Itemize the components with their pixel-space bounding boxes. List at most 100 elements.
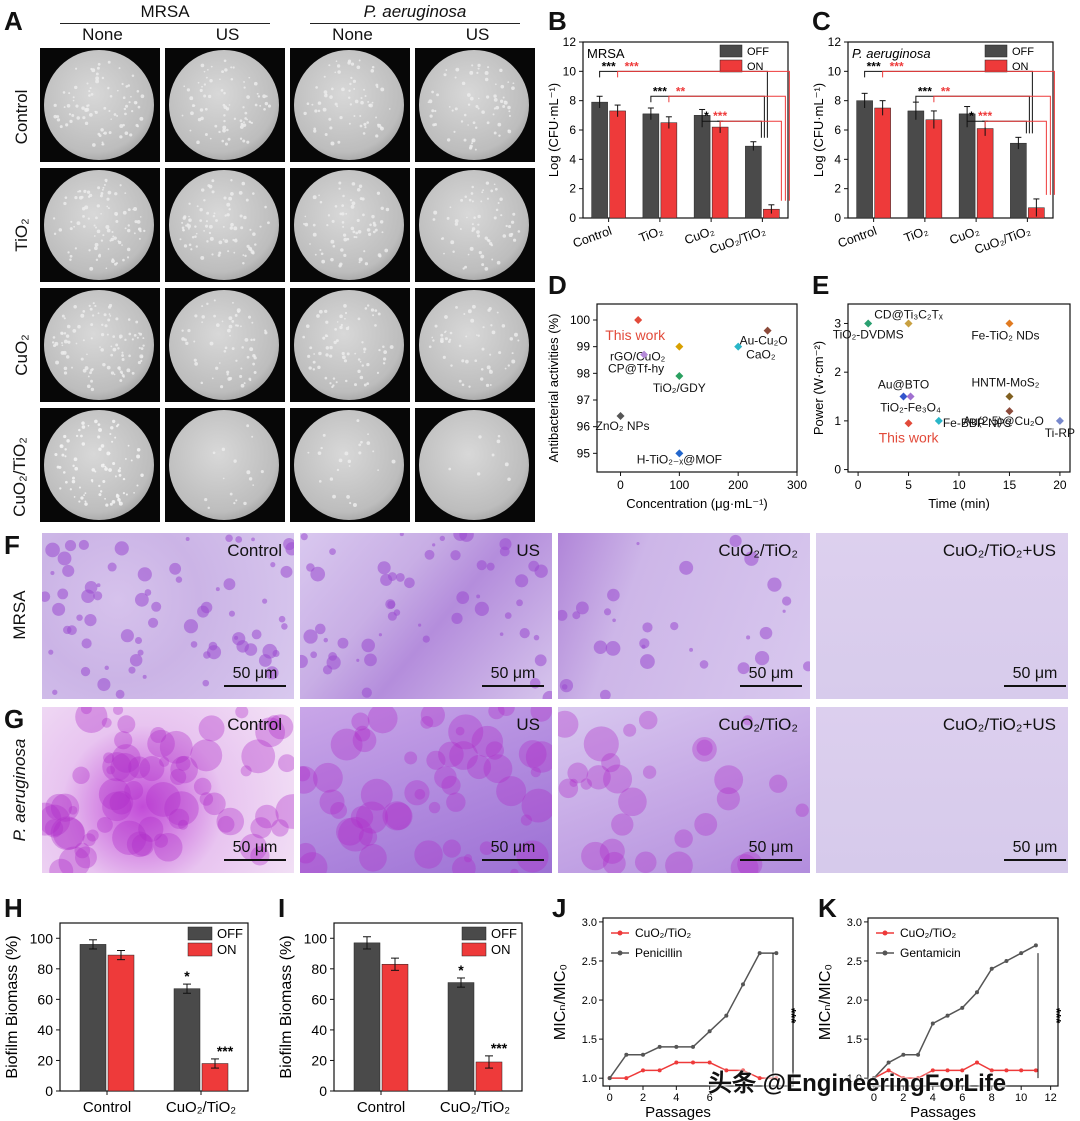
- significance-bracket-on: [984, 120, 1047, 195]
- significance-stars-on: ***: [978, 109, 992, 123]
- point-label: HNTM-MoS₂: [971, 376, 1039, 390]
- scatter-point: [616, 412, 625, 420]
- legend-label: OFF: [217, 926, 243, 941]
- series-point: [945, 1068, 950, 1073]
- x-axis-label: Concentration (μg·mL⁻¹): [626, 496, 768, 511]
- scale-bar: 50 μm: [990, 665, 1068, 687]
- micrograph-tile: CuO₂/TiO₂ 50 μm: [558, 533, 810, 699]
- scale-bar-line: [482, 685, 544, 687]
- legend-label: ON: [491, 942, 511, 957]
- micrograph-label: US: [516, 541, 540, 560]
- micrograph-label: CuO₂/TiO₂+US: [942, 541, 1056, 560]
- legend-swatch: [984, 44, 1008, 58]
- series-point: [641, 1052, 645, 1057]
- scale-bar: 50 μm: [990, 839, 1068, 861]
- series-point: [901, 1076, 906, 1081]
- significance-stars: ***: [491, 1040, 508, 1056]
- x-tick-label: 200: [728, 478, 748, 492]
- scale-bar-label: 50 μm: [1012, 665, 1058, 682]
- agar-plate-tile: [290, 288, 410, 402]
- series-point: [945, 1013, 950, 1018]
- x-tick-label: 5: [905, 478, 912, 492]
- micrograph-label: Control: [227, 541, 282, 560]
- panel-label-g: G: [4, 704, 25, 734]
- bar-off: [856, 100, 873, 219]
- significance-stars-on: **: [941, 84, 951, 98]
- y-tick-label: 60: [37, 991, 53, 1007]
- bar-on: [660, 122, 678, 219]
- legend-swatch: [719, 59, 743, 73]
- point-label: CD@Ti₃C₂Tₓ: [874, 307, 943, 321]
- point-label: ZnO₂ NPs: [596, 419, 650, 433]
- x-tick-label: Control: [836, 224, 879, 251]
- scatter-point: [675, 342, 684, 351]
- significance-bracket-on: [617, 70, 790, 201]
- colony-dots: [204, 424, 264, 510]
- significance-stars-on: ***: [890, 59, 904, 73]
- significance-bracket-on: [668, 95, 786, 201]
- x-tick-label: Control: [357, 1099, 405, 1116]
- bar-on: [381, 963, 409, 1092]
- agar-plate-tile: [165, 48, 285, 162]
- series-point: [886, 1068, 891, 1073]
- series-point: [974, 990, 979, 995]
- x-tick-label: CuO₂/TiO₂: [708, 224, 768, 257]
- significance-stars-on: **: [676, 84, 686, 98]
- row-label-f-mrsa: MRSA: [10, 590, 29, 640]
- series-point: [989, 966, 994, 971]
- panel-label-j: J: [552, 893, 567, 923]
- row-label-cuo2: CuO₂: [12, 334, 31, 376]
- legend-marker: [882, 930, 888, 936]
- series-point: [930, 1068, 935, 1073]
- bar-chart-b: 0 2 4 6 8 10 12 Log (CFU·mL⁻¹) MRSA Control TiO₂ Cu…: [546, 35, 790, 257]
- legend-marker: [617, 950, 623, 956]
- x-tick-label: 0: [617, 478, 624, 492]
- agar-plate-tile: [415, 288, 535, 402]
- x-tick-label: 0: [871, 1092, 877, 1104]
- scale-bar-label: 50 μm: [232, 839, 278, 856]
- group-underline-mrsa: [60, 23, 270, 24]
- scale-bar-line: [224, 685, 286, 687]
- y-tick-label: 1: [834, 414, 841, 428]
- significance-bracket-off: [701, 120, 762, 138]
- micrograph-tile: US 50 μm: [300, 707, 552, 873]
- point-label: This work: [879, 429, 940, 445]
- x-tick-label: TiO₂: [902, 224, 930, 246]
- series-point: [724, 1013, 729, 1018]
- legend-swatch: [719, 44, 743, 58]
- inset-title: MRSA: [587, 46, 625, 61]
- plot-frame: [333, 922, 523, 1092]
- bar-off: [693, 115, 711, 219]
- series-line: [873, 1061, 1036, 1079]
- y-tick-label: 3: [834, 316, 841, 330]
- scatter-point: [1005, 407, 1014, 416]
- series-point: [916, 1052, 921, 1057]
- y-tick-label: 95: [577, 446, 591, 460]
- col-header-none-1: None: [82, 25, 123, 44]
- y-axis-label: Log (CFU·mL⁻¹): [811, 83, 826, 177]
- series-point: [624, 1076, 629, 1081]
- y-tick-label: 96: [577, 420, 591, 434]
- biofilm-texture: [558, 534, 810, 699]
- colony-dots: [427, 63, 515, 151]
- y-axis-label: Antibacterial activities (%): [546, 314, 561, 463]
- scatter-point: [763, 326, 772, 335]
- legend-swatch: [187, 926, 213, 941]
- biofilm-texture: [42, 534, 294, 699]
- bar-off: [958, 113, 976, 219]
- point-label: This work: [605, 327, 666, 343]
- plot-frame: [596, 303, 798, 473]
- petri-dish: [44, 170, 154, 280]
- x-axis-label: Time (min): [928, 496, 990, 511]
- legend-swatch: [461, 942, 487, 957]
- petri-dish: [419, 290, 529, 400]
- scale-bar-line: [740, 859, 802, 861]
- y-tick-label: 1.5: [847, 1034, 862, 1046]
- petri-dish: [294, 50, 404, 160]
- series-point: [657, 1044, 662, 1049]
- significance-stars-on: ***: [625, 59, 639, 73]
- scatter-point: [934, 416, 943, 425]
- legend-label: OFF: [1012, 46, 1034, 58]
- x-tick-label: 0: [607, 1092, 613, 1104]
